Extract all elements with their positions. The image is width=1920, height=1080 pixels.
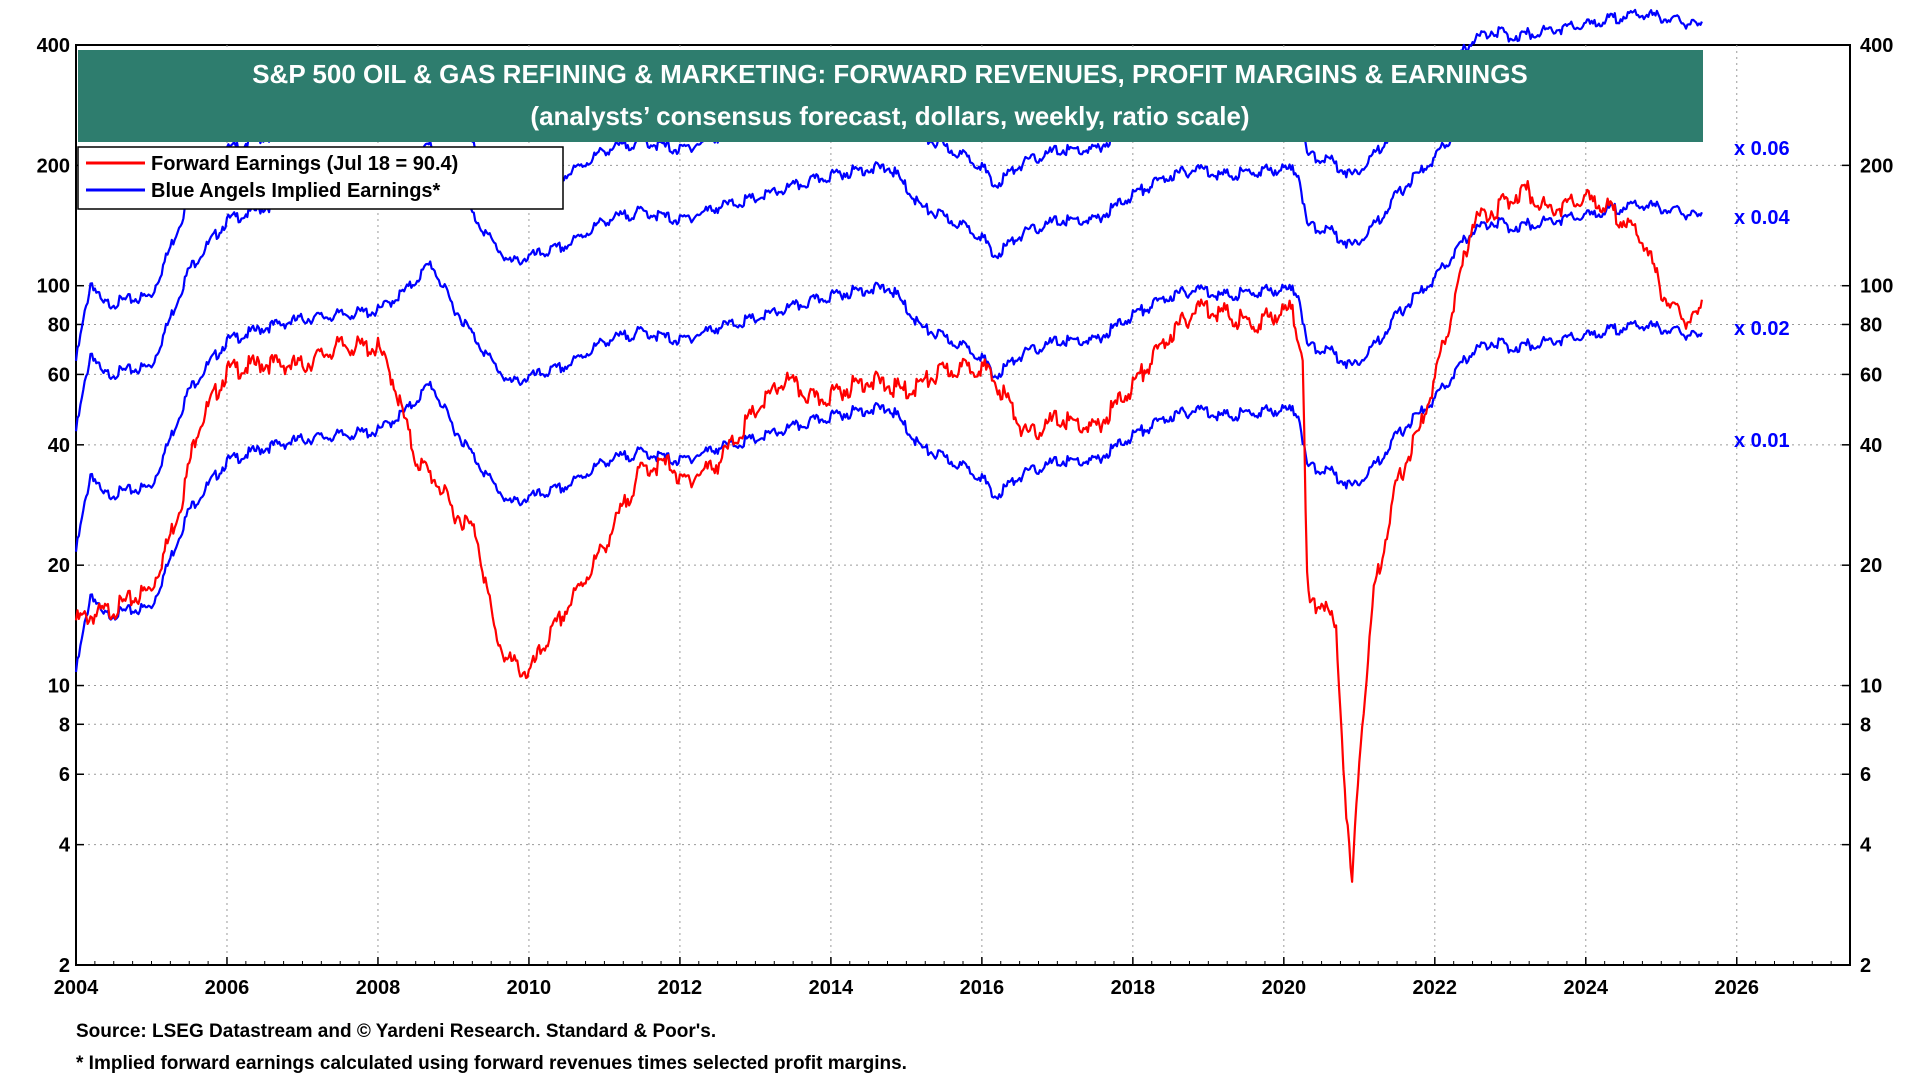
multiplier-label-001: x 0.01 bbox=[1734, 430, 1790, 452]
y-tick-label-left: 4 bbox=[59, 835, 71, 857]
series-line-4 bbox=[74, 180, 1703, 883]
title-banner: S&P 500 OIL & GAS REFINING & MARKETING: … bbox=[78, 50, 1703, 142]
y-tick-label-left: 6 bbox=[59, 764, 70, 786]
x-tick-label: 2016 bbox=[960, 977, 1005, 999]
y-tick-label-right: 100 bbox=[1860, 276, 1893, 298]
chart-subtitle: (analysts’ consensus forecast, dollars, … bbox=[530, 101, 1249, 131]
x-tick-label: 2024 bbox=[1564, 977, 1609, 999]
series-line-2 bbox=[74, 199, 1703, 552]
x-tick-label: 2004 bbox=[54, 977, 99, 999]
y-tick-label-left: 8 bbox=[59, 714, 70, 736]
source-note: Source: LSEG Datastream and © Yardeni Re… bbox=[76, 1021, 716, 1042]
multiplier-label-004: x 0.04 bbox=[1734, 207, 1790, 229]
x-tick-label: 2026 bbox=[1715, 977, 1760, 999]
x-tick-label: 2008 bbox=[356, 977, 401, 999]
y-tick-label-left: 200 bbox=[37, 155, 70, 177]
x-tick-label: 2018 bbox=[1111, 977, 1156, 999]
y-tick-label-right: 200 bbox=[1860, 155, 1893, 177]
y-tick-label-right: 400 bbox=[1860, 35, 1893, 57]
y-tick-label-right: 8 bbox=[1860, 714, 1871, 736]
chart-title: S&P 500 OIL & GAS REFINING & MARKETING: … bbox=[252, 59, 1528, 89]
legend-label-forward-earnings: Forward Earnings (Jul 18 = 90.4) bbox=[151, 153, 458, 175]
x-tick-label: 2010 bbox=[507, 977, 552, 999]
y-tick-label-left: 400 bbox=[37, 35, 70, 57]
multiplier-label-002: x 0.02 bbox=[1734, 318, 1790, 340]
y-tick-label-right: 60 bbox=[1860, 364, 1882, 386]
y-tick-label-right: 80 bbox=[1860, 314, 1882, 336]
x-tick-label: 2020 bbox=[1262, 977, 1307, 999]
series-line-3 bbox=[74, 320, 1703, 673]
x-tick-label: 2022 bbox=[1413, 977, 1458, 999]
x-tick-label: 2012 bbox=[658, 977, 703, 999]
y-tick-label-left: 20 bbox=[48, 555, 70, 577]
y-tick-label-left: 80 bbox=[48, 314, 70, 336]
y-tick-label-right: 10 bbox=[1860, 676, 1882, 698]
y-tick-label-left: 60 bbox=[48, 364, 70, 386]
legend: Forward Earnings (Jul 18 = 90.4) Blue An… bbox=[77, 146, 564, 210]
y-tick-label-right: 6 bbox=[1860, 764, 1871, 786]
y-tick-label-left: 40 bbox=[48, 435, 70, 457]
footnote: * Implied forward earnings calculated us… bbox=[76, 1053, 907, 1074]
y-tick-label-right: 40 bbox=[1860, 435, 1882, 457]
y-tick-label-right: 20 bbox=[1860, 555, 1882, 577]
y-tick-label-left: 10 bbox=[48, 676, 70, 698]
y-tick-label-left: 100 bbox=[37, 276, 70, 298]
y-tick-label-right: 4 bbox=[1860, 835, 1872, 857]
multiplier-label-006: x 0.06 bbox=[1734, 138, 1790, 160]
grid bbox=[76, 45, 1850, 965]
legend-label-blue-angels: Blue Angels Implied Earnings* bbox=[151, 180, 441, 202]
y-tick-label-right: 2 bbox=[1860, 955, 1871, 977]
y-tick-label-left: 2 bbox=[59, 955, 70, 977]
x-tick-label: 2014 bbox=[809, 977, 854, 999]
x-tick-label: 2006 bbox=[205, 977, 250, 999]
